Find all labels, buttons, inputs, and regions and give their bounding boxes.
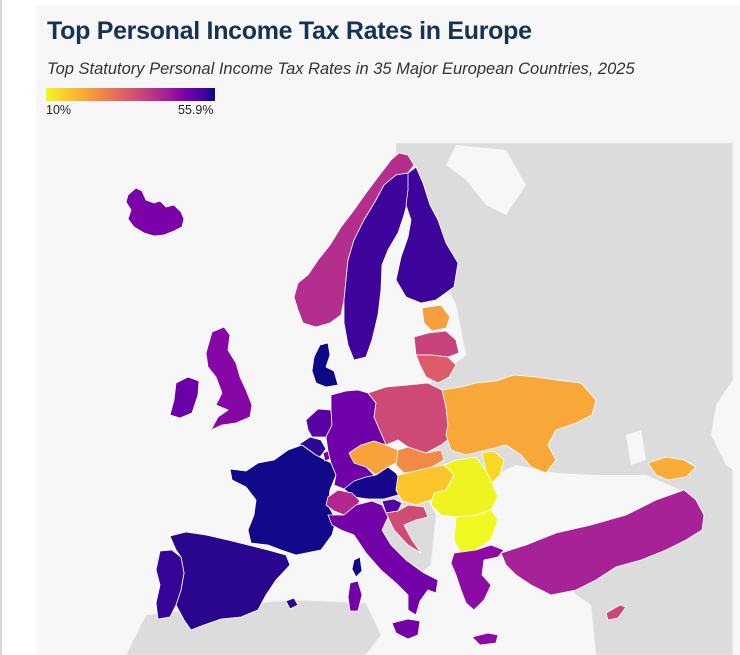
country-georgia: [647, 456, 697, 481]
country-ireland: [169, 376, 200, 419]
seas: [446, 145, 740, 550]
country-uk: [205, 326, 253, 431]
legend-max-label: 55.9%: [178, 103, 214, 117]
country-france-corsica: [351, 556, 363, 578]
country-spain-balearic: [285, 597, 299, 610]
country-italy-sicily: [391, 618, 421, 640]
country-greece: [450, 544, 505, 611]
country-italy: [327, 500, 439, 616]
country-latvia: [413, 330, 460, 358]
legend-min-label: 10%: [46, 103, 72, 117]
country-lithuania: [415, 354, 457, 384]
country-finland: [395, 166, 459, 304]
page-left-border: [0, 0, 2, 655]
country-portugal: [155, 549, 185, 620]
country-turkey: [500, 489, 705, 596]
country-greece-crete: [471, 632, 499, 646]
europe-choropleth-map: [125, 142, 740, 655]
country-denmark: [311, 342, 339, 388]
chart-panel: Top Personal Income Tax Rates in Europe …: [36, 5, 740, 655]
country-cyprus: [605, 604, 627, 621]
chart-title: Top Personal Income Tax Rates in Europe: [47, 17, 532, 45]
country-croatia: [385, 504, 429, 554]
country-poland: [367, 382, 452, 454]
country-estonia: [421, 304, 451, 332]
country-iceland: [125, 187, 185, 237]
country-italy-sardinia: [347, 580, 363, 612]
country-france: [229, 444, 337, 556]
country-ukraine: [441, 374, 597, 474]
chart-subtitle: Top Statutory Personal Income Tax Rates …: [47, 60, 635, 78]
country-slovakia: [395, 446, 445, 474]
country-sweden: [343, 172, 415, 361]
color-legend-bar: [46, 88, 215, 101]
country-bulgaria: [453, 509, 499, 554]
